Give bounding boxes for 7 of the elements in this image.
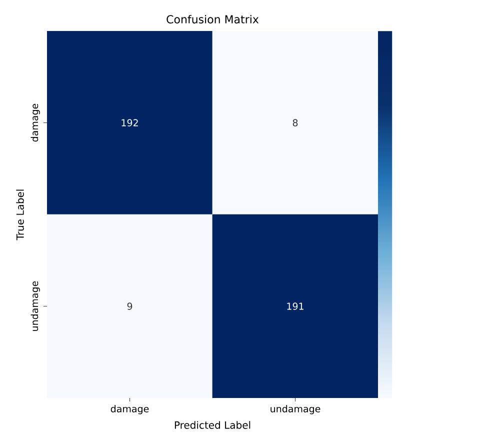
data-label: 191: [287, 302, 304, 310]
x-axis-title: Predicted Label: [174, 421, 250, 429]
y-axis-title: True Label: [16, 190, 24, 240]
data-label: 8: [292, 119, 298, 126]
data-label: 192: [122, 119, 138, 126]
chart-title: Confusion Matrix: [166, 14, 259, 24]
data-label: 9: [127, 302, 132, 310]
